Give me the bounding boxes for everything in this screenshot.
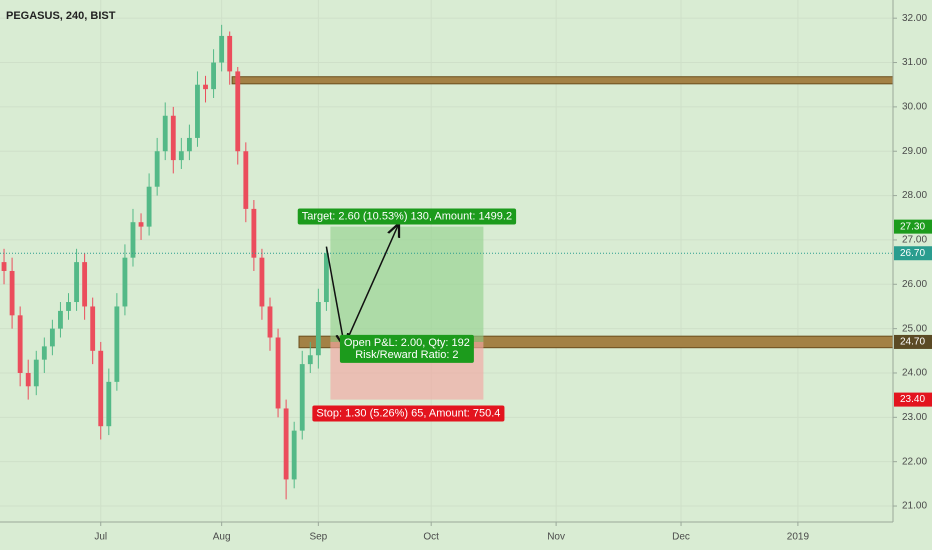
candle-body (203, 84, 208, 90)
candle-body (25, 372, 31, 387)
y-tick-label: 25.00 (902, 323, 927, 334)
target-label: Target: 2.60 (10.53%) 130, Amount: 1499.… (302, 211, 512, 223)
candle-body (219, 35, 225, 63)
y-tick-label: 32.00 (902, 13, 927, 24)
candle-body (323, 253, 329, 303)
candle-body (17, 315, 23, 373)
stop-tag (894, 392, 932, 407)
candle-body (211, 62, 216, 90)
candle-body (251, 208, 257, 258)
y-tick-label: 31.00 (902, 57, 927, 68)
x-tick-label: Jul (94, 532, 107, 543)
x-tick-label: Oct (423, 532, 439, 543)
candle-body (74, 262, 79, 303)
ratio-label: Risk/Reward Ratio: 2 (355, 349, 458, 361)
candle-body (138, 222, 144, 227)
candle-body (186, 137, 192, 152)
y-tick-label: 27.00 (902, 235, 927, 246)
candle-body (243, 151, 249, 209)
candle-body (170, 115, 176, 161)
y-tick-label: 26.00 (902, 279, 927, 290)
candle-body (66, 302, 71, 311)
entry-tag-label: 24.70 (900, 337, 925, 348)
x-tick-label: Aug (213, 532, 231, 543)
y-tick-label: 24.00 (902, 368, 927, 379)
candle-body (98, 350, 104, 427)
x-tick-label: Nov (547, 532, 565, 543)
candle-body (49, 328, 55, 347)
x-tick-label: Dec (672, 532, 690, 543)
candle-body (259, 257, 265, 307)
y-tick-label: 28.00 (902, 190, 927, 201)
y-tick-label: 21.00 (902, 501, 927, 512)
candle-body (82, 262, 88, 307)
zone (231, 76, 893, 85)
chart-title: PEGASUS, 240, BIST (6, 10, 116, 22)
candle-body (299, 364, 305, 431)
target-tag-label: 27.30 (900, 221, 925, 232)
candle-body (41, 346, 47, 360)
candle-body (283, 408, 289, 480)
y-tick-label: 23.00 (902, 412, 927, 423)
y-tick-label: 29.00 (902, 146, 927, 157)
stop-tag-label: 23.40 (900, 394, 925, 405)
candle-body (130, 222, 136, 258)
entry-tag (894, 334, 932, 349)
candle-body (146, 186, 152, 227)
candle-body (162, 115, 168, 152)
candle-body (114, 306, 120, 382)
candle-body (267, 306, 273, 338)
candle-body (227, 35, 233, 72)
pnl-box (339, 334, 474, 363)
candle-body (235, 71, 241, 152)
stop-label: Stop: 1.30 (5.26%) 65, Amount: 750.4 (316, 408, 500, 420)
candle-body (315, 302, 321, 356)
profit-area (330, 226, 484, 342)
last-price-tag (894, 246, 932, 261)
candle-body (154, 151, 160, 187)
candle-body (33, 359, 39, 387)
candle-body (195, 84, 200, 138)
candle-body (307, 355, 313, 365)
x-tick-label: Sep (309, 532, 327, 543)
candle-body (275, 337, 281, 409)
y-tick-label: 22.00 (902, 456, 927, 467)
last-price-tag-label: 26.70 (900, 248, 925, 259)
candle-body (58, 310, 63, 329)
target-tag (894, 219, 932, 234)
candle-body (90, 306, 96, 351)
candle-body (178, 151, 184, 161)
arrow (325, 246, 344, 346)
target-label-box (297, 208, 517, 225)
pnl-label: Open P&L: 2.00, Qty: 192 (344, 337, 470, 349)
candle-body (122, 257, 128, 307)
y-tick-label: 30.00 (902, 102, 927, 113)
arrow (343, 225, 398, 347)
stop-label-box (312, 405, 505, 422)
candle-body (106, 381, 112, 427)
candle-body (9, 270, 15, 316)
candle-body (1, 262, 7, 271)
x-tick-label: 2019 (787, 532, 810, 543)
candle-body (291, 430, 297, 480)
